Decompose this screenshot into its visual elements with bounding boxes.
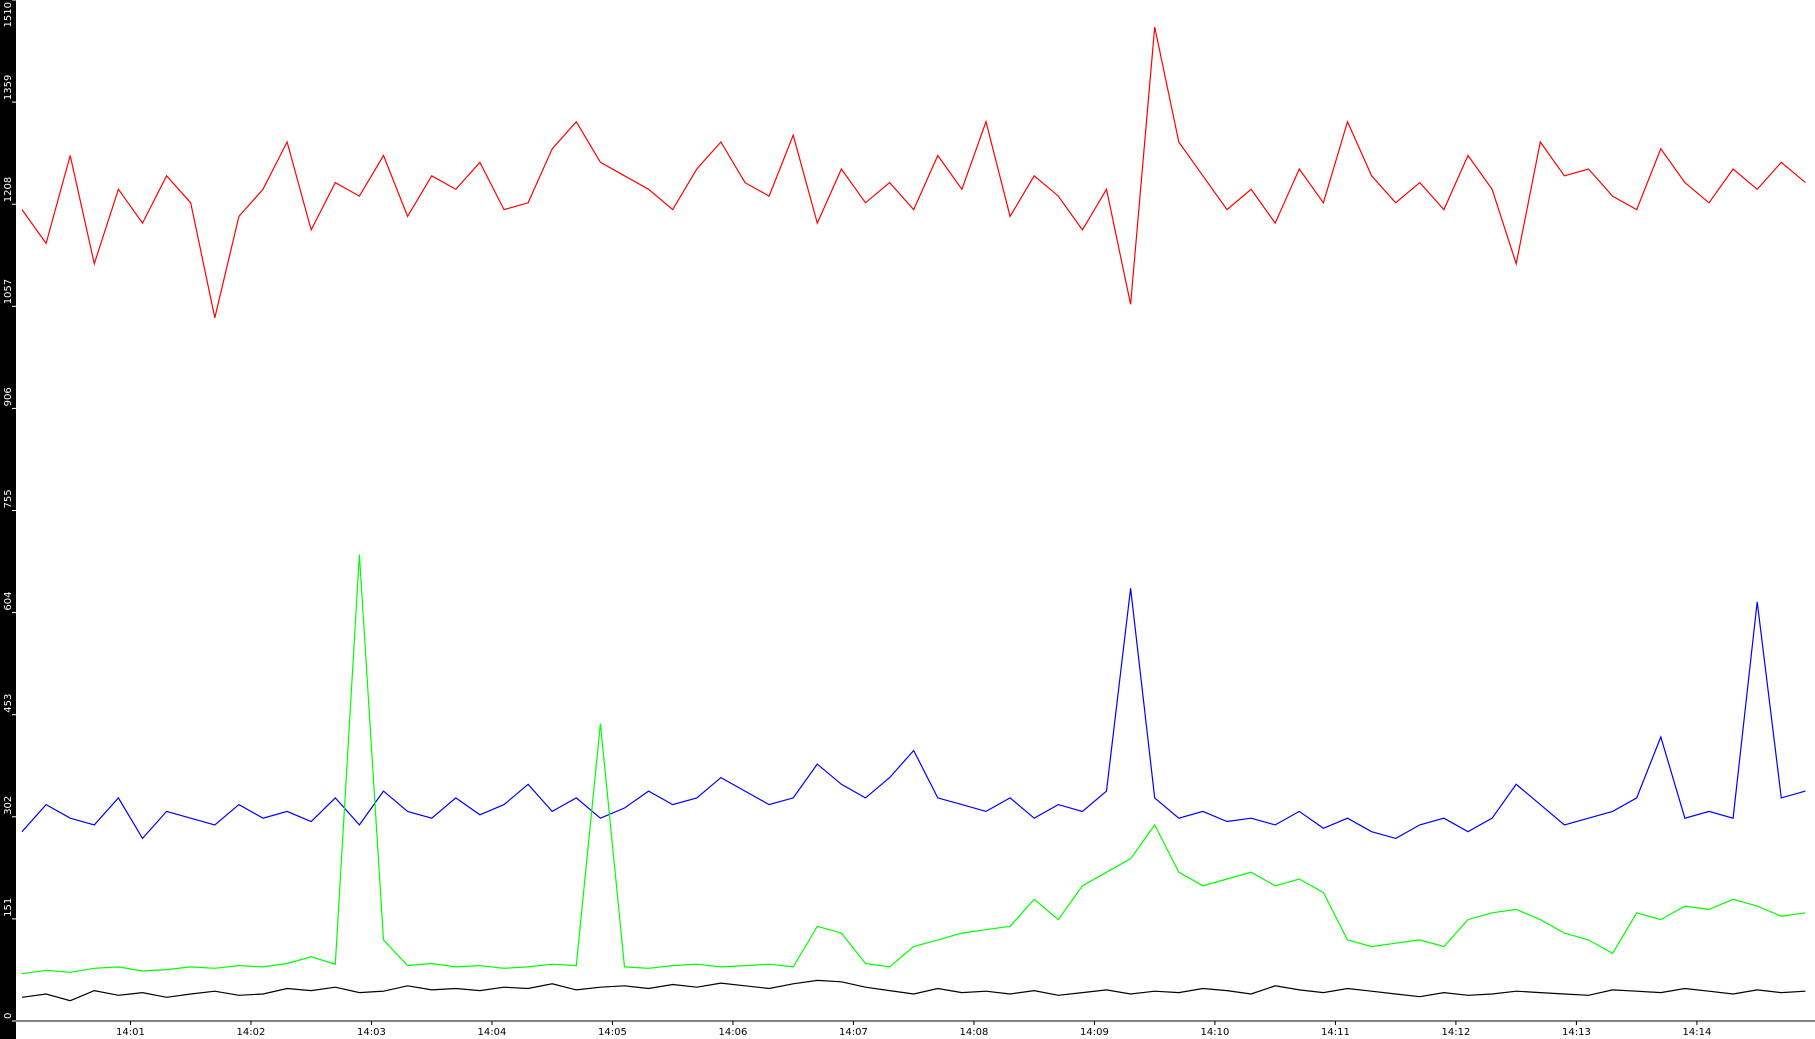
y-tick-label: 1359 (3, 75, 14, 100)
series-line (21, 588, 1806, 840)
y-tick-label: 1208 (3, 177, 14, 202)
y-tick-label: 0 (3, 1013, 14, 1019)
x-tick-label: 14:14 (1683, 1027, 1712, 1038)
y-tick-label: 1510 (3, 2, 14, 27)
x-tick-label: 14:07 (839, 1027, 868, 1038)
y-tick-label: 604 (3, 592, 14, 611)
series-line (21, 979, 1806, 1002)
y-tick-label: 302 (3, 796, 14, 815)
y-axis-strip (0, 0, 16, 1039)
x-tick-label: 14:02 (237, 1027, 266, 1038)
y-tick-label: 906 (3, 387, 14, 406)
x-tick-label: 14:06 (719, 1027, 748, 1038)
x-tick-label: 14:12 (1442, 1027, 1471, 1038)
x-tick-label: 14:04 (478, 1027, 507, 1038)
y-tick-label: 151 (3, 898, 14, 917)
series-line (21, 26, 1806, 318)
x-tick-label: 14:11 (1321, 1027, 1350, 1038)
x-tick-label: 14:13 (1562, 1027, 1591, 1038)
y-tick-label: 453 (3, 694, 14, 713)
x-tick-label: 14:08 (960, 1027, 989, 1038)
x-tick-label: 14:05 (598, 1027, 627, 1038)
x-tick-label: 14:03 (357, 1027, 386, 1038)
y-tick-label: 755 (3, 489, 14, 508)
x-tick-label: 14:01 (116, 1027, 145, 1038)
series-line (21, 554, 1806, 975)
x-tick-label: 14:10 (1201, 1027, 1230, 1038)
x-tick-label: 14:09 (1080, 1027, 1109, 1038)
y-tick-label: 1057 (3, 279, 14, 304)
